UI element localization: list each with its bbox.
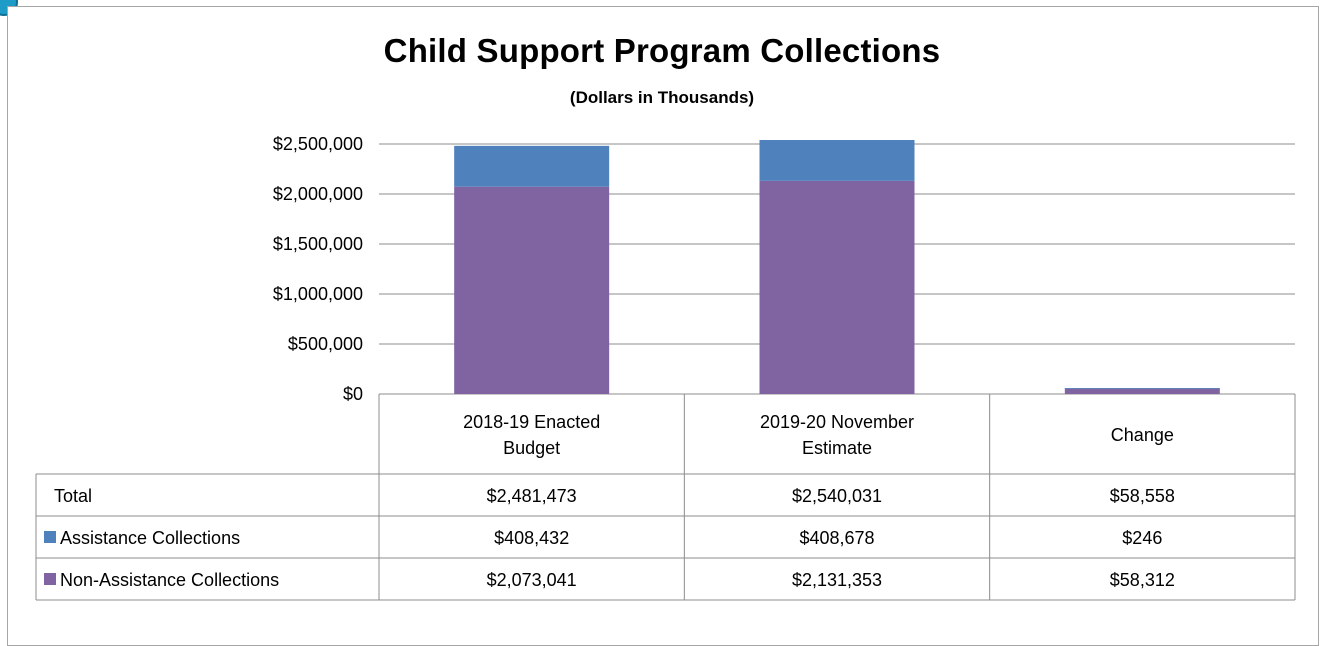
chart-title: Child Support Program Collections xyxy=(383,32,941,69)
category-label: 2019-20 November xyxy=(760,412,914,432)
chart-frame xyxy=(7,6,1319,646)
table-cell: $2,073,041 xyxy=(487,570,577,590)
bar-assistance xyxy=(1064,388,1220,389)
table-cell: $2,481,473 xyxy=(487,486,577,506)
table-cell: $408,678 xyxy=(799,528,874,548)
y-tick-label: $1,000,000 xyxy=(273,284,363,304)
bar-non-assistance xyxy=(454,186,610,394)
table-cell: $58,312 xyxy=(1110,570,1175,590)
bar-assistance xyxy=(759,139,915,181)
bar-non-assistance xyxy=(759,180,915,394)
legend-key xyxy=(44,573,56,585)
bar-non-assistance xyxy=(1064,388,1220,394)
table-row-label: Non-Assistance Collections xyxy=(60,570,279,590)
table-cell: $2,540,031 xyxy=(792,486,882,506)
y-tick-label: $500,000 xyxy=(288,334,363,354)
chart-plot: $0 $500,000 $1,000,000 $1,500,000 $2,000,000… xyxy=(35,134,1296,601)
y-tick-label: $2,000,000 xyxy=(273,184,363,204)
y-tick-label: $1,500,000 xyxy=(273,234,363,254)
chart-subtitle: (Dollars in Thousands) xyxy=(569,88,755,107)
table-row-label: Assistance Collections xyxy=(60,528,240,548)
category-label: Change xyxy=(1111,425,1174,445)
y-tick-label: $0 xyxy=(343,384,363,404)
table-cell: $58,558 xyxy=(1110,486,1175,506)
table-cell: $2,131,353 xyxy=(792,570,882,590)
category-label: 2018-19 Enacted xyxy=(463,412,600,432)
table-cell: $408,432 xyxy=(494,528,569,548)
y-tick-label: $2,500,000 xyxy=(273,134,363,154)
legend-key xyxy=(44,531,56,543)
category-label: Budget xyxy=(503,438,560,458)
bar-assistance xyxy=(454,145,610,187)
table-row-label: Total xyxy=(54,486,92,506)
table-cell: $246 xyxy=(1122,528,1162,548)
category-label: Estimate xyxy=(802,438,872,458)
